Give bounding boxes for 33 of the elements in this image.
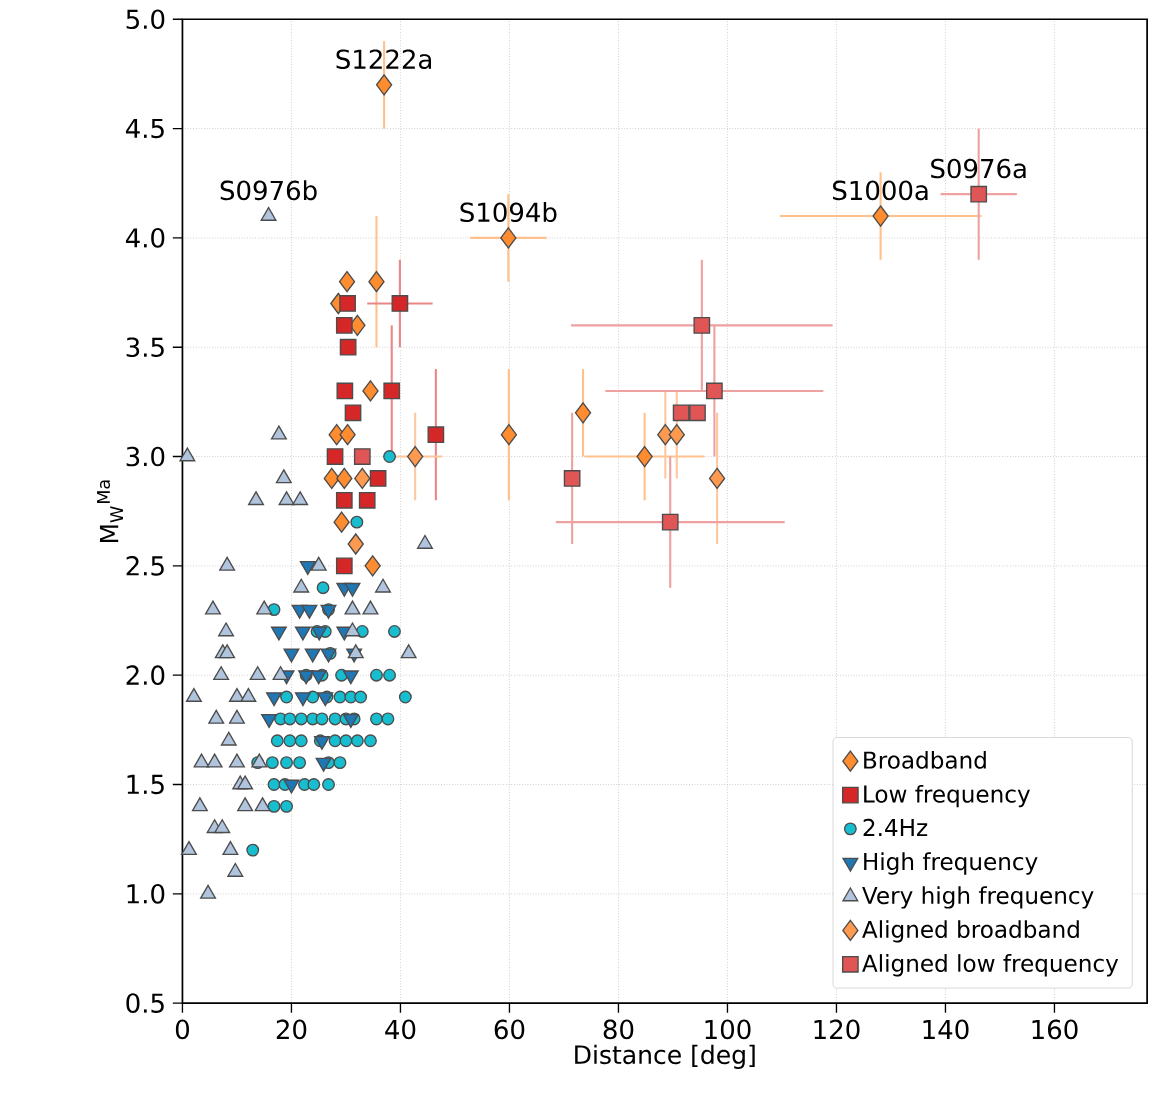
y-axis-title: M$_{W}$Ma (97, 480, 124, 542)
annotation: S1222a (336, 49, 431, 69)
y-tick-label: 1.5 (127, 774, 164, 795)
y-tick-label: 5.0 (126, 9, 165, 29)
y-tick-label: 3.5 (126, 337, 164, 357)
x-tick-label: 40 (385, 1019, 416, 1040)
x-tick-label: 160 (1032, 1019, 1078, 1040)
legend-label: High frequency (864, 852, 1038, 875)
legend-label: Low frequency (864, 784, 1030, 808)
x-tick-label: 140 (923, 1019, 969, 1040)
x-axis-title: Distance [deg] (575, 1044, 755, 1069)
legend-label: Aligned low frequency (862, 953, 1119, 977)
x-tick-label: 80 (603, 1019, 634, 1040)
annotation: S1000a (833, 180, 928, 201)
x-tick-label: 100 (705, 1019, 751, 1040)
y-tick-label: 4.0 (125, 227, 165, 248)
legend-label: Very high frequency (862, 886, 1094, 909)
x-tick-label: 120 (814, 1019, 860, 1040)
annotation: S1094b (460, 201, 557, 222)
y-tick-label: 0.5 (126, 993, 164, 1013)
y-tick-label: 3.0 (126, 446, 165, 467)
legend-label: Aligned broadband (862, 920, 1079, 943)
y-tick-label: 4.5 (125, 118, 164, 139)
y-tick-label: 2.5 (126, 555, 164, 576)
y-tick-label: 1.0 (127, 883, 165, 904)
legend-label: Broadband (864, 750, 986, 769)
x-tick-label: 20 (276, 1019, 307, 1040)
annotation: S0976a (931, 158, 1026, 179)
legend-label: 2.4Hz (863, 818, 928, 836)
annotation: S0976b (220, 179, 317, 201)
x-tick-label: 0 (175, 1019, 189, 1040)
x-tick-label: 60 (494, 1019, 525, 1040)
y-tick-label: 2.0 (126, 665, 165, 685)
